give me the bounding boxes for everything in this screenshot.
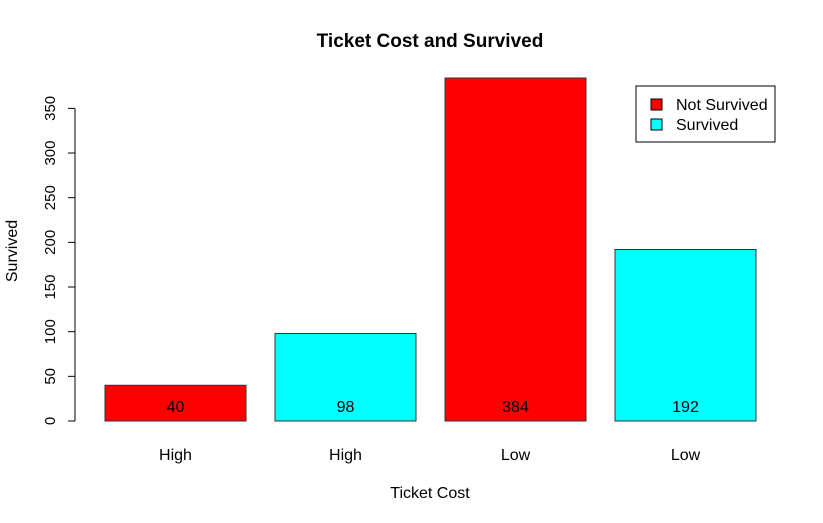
legend-label-not-survived: Not Survived: [676, 97, 768, 114]
legend-swatch-survived: [650, 118, 663, 131]
y-tick-label: 200: [42, 230, 59, 255]
legend: Not Survived Survived: [635, 85, 776, 143]
y-tick-label: 150: [42, 275, 59, 300]
category-labels: High High Low Low: [159, 447, 701, 464]
legend-swatch-not-survived: [650, 98, 663, 111]
bar-1: [104, 384, 247, 422]
bar-3: [444, 77, 587, 422]
bar-2: [274, 332, 417, 422]
category-label: High: [159, 447, 192, 464]
category-label: Low: [671, 447, 701, 464]
chart-title: Ticket Cost and Survived: [317, 31, 544, 52]
data-labels: 40 98 384 192: [167, 399, 699, 416]
bar-value-label: 40: [167, 399, 185, 416]
y-axis: 0 50 100 150 200 250 300 350: [42, 96, 76, 425]
bars: [104, 77, 757, 422]
legend-box: [635, 85, 776, 143]
y-tick-label: 100: [42, 319, 59, 344]
y-tick-label: 250: [42, 185, 59, 210]
category-label: High: [329, 447, 362, 464]
y-tick-label: 350: [42, 96, 59, 121]
bar-value-label: 98: [337, 399, 355, 416]
bar-value-label: 384: [502, 399, 529, 416]
legend-label-survived: Survived: [676, 117, 738, 134]
category-label: Low: [501, 447, 531, 464]
bar-value-label: 192: [672, 399, 699, 416]
y-tick-label: 50: [42, 368, 59, 385]
y-tick-label: 300: [42, 141, 59, 166]
y-tick-label: 0: [42, 417, 59, 425]
bar-4: [614, 249, 757, 422]
x-axis-label: Ticket Cost: [390, 485, 470, 502]
y-axis-label: Survived: [4, 220, 21, 282]
